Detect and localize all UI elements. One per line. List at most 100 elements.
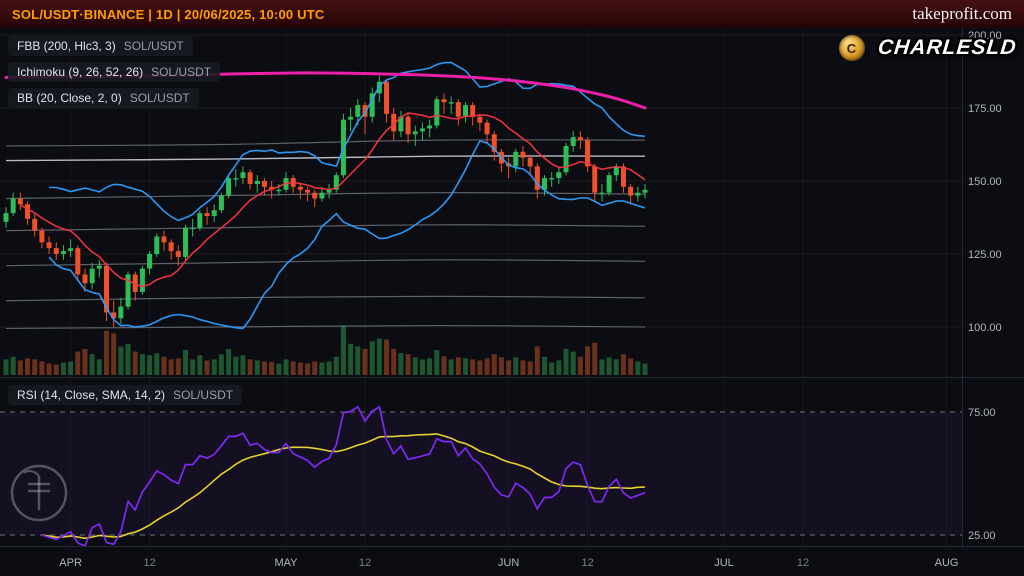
indicator-legend-rsi[interactable]: RSI (14, Close, SMA, 14, 2) SOL/USDT [8, 385, 243, 405]
volume-bar [139, 354, 145, 375]
volume-bar [599, 359, 605, 375]
volume-bar [520, 360, 526, 375]
candle [563, 143, 569, 176]
candle [139, 265, 145, 295]
volume-bar [319, 362, 325, 375]
volume-bar [60, 362, 66, 375]
candle [218, 192, 224, 214]
indicator-legend-fbb[interactable]: FBB (200, Hlc3, 3) SOL/USDT [8, 36, 193, 56]
header-bar: SOL/USDT·BINANCE | 1D | 20/06/2025, 10:0… [0, 0, 1024, 28]
volume-bar [39, 361, 45, 375]
symbol-info: SOL/USDT·BINANCE | 1D | 20/06/2025, 10:0… [12, 6, 325, 22]
candle [441, 93, 447, 114]
volume-bar [534, 346, 540, 375]
indicator-legend-bb[interactable]: BB (20, Close, 2, 0) SOL/USDT [8, 88, 199, 108]
candle [53, 242, 59, 260]
volume-bar [441, 356, 447, 375]
volume-bar [254, 360, 260, 375]
candle [10, 192, 16, 217]
volume-bar [168, 359, 174, 375]
volume-bar [96, 359, 102, 375]
candle [111, 300, 117, 327]
volume-bar [355, 346, 361, 375]
time-axis-label: APR [59, 557, 82, 569]
volume-bar [333, 356, 339, 375]
candle [104, 262, 110, 322]
price-axis-label: 100.00 [968, 322, 1002, 334]
time-axis[interactable] [0, 547, 1024, 576]
volume-bar [376, 338, 382, 375]
volume-bar [642, 363, 648, 375]
candle [312, 189, 318, 208]
price-axis-label: 175.00 [968, 103, 1002, 115]
volume-bar [448, 359, 454, 375]
indicator-legend-ichimoku[interactable]: Ichimoku (9, 26, 52, 26) SOL/USDT [8, 62, 221, 82]
candle [369, 87, 375, 123]
candle [577, 131, 583, 149]
volume-bar [412, 357, 418, 375]
volume-bar [419, 359, 425, 375]
candle [427, 119, 433, 138]
volume-bar [549, 362, 555, 375]
candle [398, 110, 404, 138]
candle [161, 230, 167, 252]
volume-bar [513, 357, 519, 375]
volume-bar [154, 353, 160, 375]
rsi-axis-label: 75.00 [968, 407, 996, 419]
volume-bar [75, 351, 81, 375]
volume-bar [10, 356, 16, 375]
candle [17, 192, 23, 211]
candle [39, 227, 45, 249]
candle [599, 183, 605, 202]
volume-bar [46, 363, 52, 375]
candle [197, 210, 203, 231]
volume-bar [628, 358, 634, 375]
time-axis-label: JUL [714, 557, 734, 569]
volume-bar [276, 363, 282, 375]
candle [376, 75, 382, 103]
volume-bar [175, 358, 181, 375]
volume-bar [348, 343, 354, 375]
candle [290, 175, 296, 193]
candle [60, 245, 66, 260]
volume-bar [147, 355, 153, 375]
candle [434, 96, 440, 129]
candle [384, 78, 390, 123]
fbb-level-line [5, 155, 646, 162]
volume-bar [82, 349, 88, 375]
candle [240, 166, 246, 184]
rsi-band [0, 412, 962, 535]
time-axis-label: 12 [797, 557, 809, 569]
volume-bar [542, 356, 547, 375]
candle [333, 172, 339, 193]
candle [190, 218, 196, 237]
volume-bar [125, 343, 131, 375]
time-axis-label: MAY [275, 557, 299, 569]
candle [68, 239, 74, 257]
price-axis[interactable] [962, 28, 1024, 547]
fbb-level-line [5, 324, 646, 330]
volume-bar [527, 361, 533, 375]
candle [491, 131, 497, 161]
candle [175, 245, 181, 266]
volume-bar [391, 349, 397, 375]
candle [96, 259, 102, 278]
volume-bar [25, 358, 31, 375]
volume-bar [556, 360, 562, 375]
volume-bar [427, 358, 433, 375]
rsi-axis-label: 25.00 [968, 530, 996, 542]
volume-bar [197, 355, 203, 375]
candle [247, 169, 253, 190]
candle [89, 262, 95, 290]
candle [46, 236, 52, 254]
volume-bar [620, 354, 626, 375]
price-axis-label: 125.00 [968, 249, 1002, 261]
trader-avatar-coin-icon: C [838, 35, 865, 61]
volume-bar [563, 349, 569, 375]
candle [506, 157, 512, 179]
candle [233, 169, 239, 187]
volume-bar [89, 354, 95, 375]
candle [82, 268, 88, 292]
